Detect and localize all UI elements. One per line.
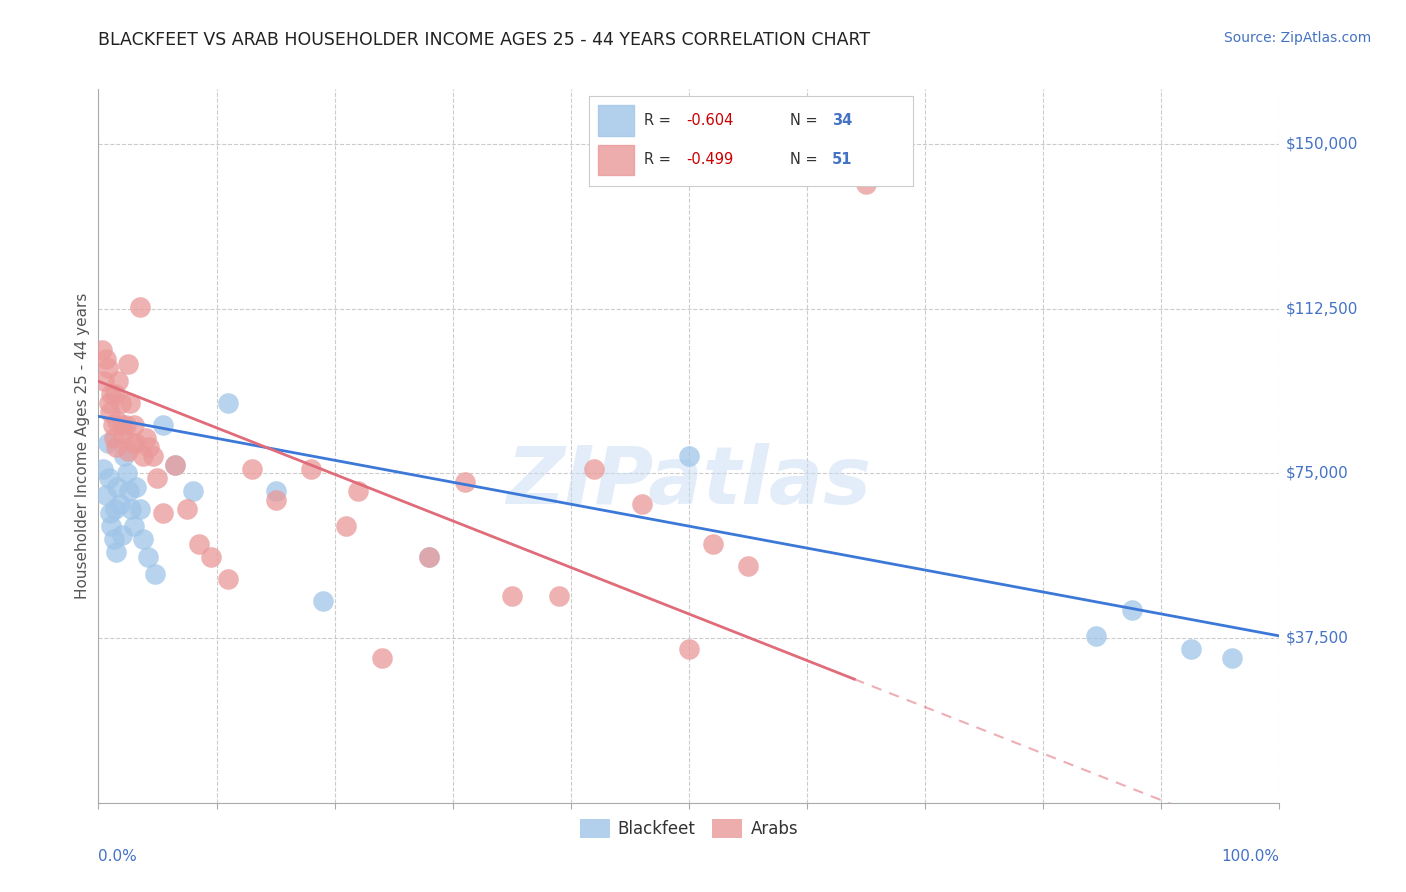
Point [146, 471, 169, 485]
Point [120, 396, 142, 410]
Point [98, 396, 121, 410]
Y-axis label: Householder Income Ages 25 - 44 years: Householder Income Ages 25 - 44 years [75, 293, 90, 599]
Point [118, 483, 141, 498]
Point [181, 483, 204, 498]
Point [97, 435, 120, 450]
Point [1220, 651, 1243, 665]
Point [98, 405, 121, 419]
Point [128, 501, 150, 516]
Point [136, 549, 159, 564]
Text: $112,500: $112,500 [1285, 301, 1358, 317]
Point [107, 374, 129, 388]
Point [104, 501, 127, 516]
Point [115, 467, 138, 481]
Point [217, 572, 239, 586]
Point [165, 458, 187, 472]
Point [165, 458, 187, 472]
Point [117, 444, 139, 458]
Text: BLACKFEET VS ARAB HOUSEHOLDER INCOME AGES 25 - 44 YEARS CORRELATION CHART: BLACKFEET VS ARAB HOUSEHOLDER INCOME AGE… [98, 31, 870, 49]
Point [112, 426, 135, 441]
Text: $150,000: $150,000 [1285, 136, 1358, 152]
Point [111, 528, 134, 542]
Point [125, 435, 148, 450]
Point [678, 449, 700, 463]
Point [125, 480, 148, 494]
Point [103, 431, 125, 445]
Point [121, 435, 143, 450]
Point [187, 537, 209, 551]
Point [122, 519, 145, 533]
Point [105, 545, 128, 559]
Point [110, 396, 132, 410]
Point [702, 537, 724, 551]
Point [1180, 642, 1202, 657]
Point [299, 462, 322, 476]
Text: 100.0%: 100.0% [1222, 849, 1279, 864]
Point [104, 387, 127, 401]
Point [143, 567, 166, 582]
Point [1121, 602, 1143, 616]
Point [112, 449, 135, 463]
Point [152, 506, 174, 520]
Point [122, 418, 145, 433]
Point [117, 357, 139, 371]
Point [630, 497, 652, 511]
Point [176, 501, 198, 516]
Point [264, 483, 287, 498]
Point [103, 533, 125, 547]
Point [264, 492, 287, 507]
Point [128, 300, 150, 314]
Point [132, 449, 155, 463]
Point [101, 418, 124, 433]
Point [312, 594, 335, 608]
Point [108, 497, 131, 511]
Point [105, 480, 128, 494]
Point [347, 483, 370, 498]
Point [548, 590, 571, 604]
Point [142, 449, 165, 463]
Text: $75,000: $75,000 [1285, 466, 1348, 481]
Point [97, 361, 120, 376]
Legend: Blackfeet, Arabs: Blackfeet, Arabs [572, 812, 806, 845]
Point [217, 396, 239, 410]
Point [138, 440, 160, 454]
Text: ZIPatlas: ZIPatlas [506, 442, 872, 521]
Point [418, 549, 440, 564]
Point [121, 501, 143, 516]
Point [100, 387, 122, 401]
Point [111, 418, 134, 433]
Point [855, 177, 877, 191]
Text: $37,500: $37,500 [1285, 631, 1348, 646]
Point [105, 414, 128, 428]
Point [100, 519, 122, 533]
Point [132, 533, 155, 547]
Point [371, 651, 394, 665]
Point [501, 590, 523, 604]
Point [93, 374, 115, 388]
Point [94, 352, 117, 367]
Point [98, 506, 121, 520]
Point [152, 418, 174, 433]
Point [240, 462, 263, 476]
Point [114, 418, 136, 433]
Point [105, 440, 128, 454]
Point [98, 471, 121, 485]
Point [737, 558, 759, 573]
Point [418, 549, 440, 564]
Point [91, 343, 114, 358]
Point [94, 488, 117, 502]
Text: 0.0%: 0.0% [98, 849, 138, 864]
Point [91, 462, 114, 476]
Point [200, 549, 222, 564]
Point [335, 519, 357, 533]
Point [1085, 629, 1108, 643]
Point [583, 462, 606, 476]
Text: Source: ZipAtlas.com: Source: ZipAtlas.com [1223, 31, 1371, 45]
Point [453, 475, 475, 490]
Point [678, 642, 700, 657]
Point [135, 431, 157, 445]
